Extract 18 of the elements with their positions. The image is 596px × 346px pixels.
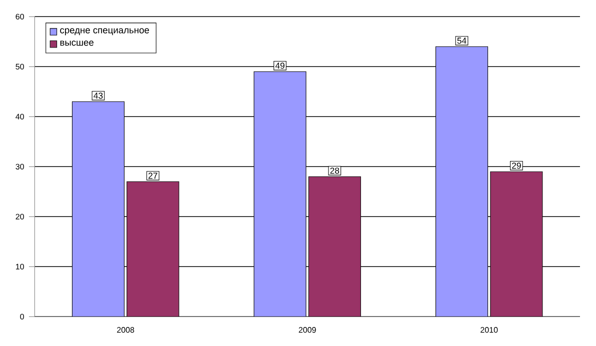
- y-tick-label: 10: [16, 264, 24, 270]
- y-tick-label: 30: [16, 164, 24, 170]
- data-label: 49: [275, 62, 284, 69]
- x-tick-label: 2008: [117, 327, 134, 333]
- x-tick-label: 2010: [480, 327, 498, 333]
- y-tick-label: 40: [16, 114, 24, 120]
- data-label: 43: [94, 92, 103, 99]
- y-tick-label: 50: [16, 64, 24, 70]
- data-label: 54: [457, 38, 466, 44]
- data-label: 28: [330, 168, 340, 174]
- legend-label: средне специальное: [60, 28, 150, 36]
- y-tick-label: 0: [20, 314, 24, 320]
- data-label: 27: [148, 172, 158, 179]
- y-tick-label: 20: [16, 214, 24, 220]
- legend-label: высшее: [60, 40, 94, 46]
- x-tick-label: 2009: [298, 327, 316, 333]
- data-label: 29: [512, 162, 521, 169]
- y-tick-label: 60: [16, 14, 24, 20]
